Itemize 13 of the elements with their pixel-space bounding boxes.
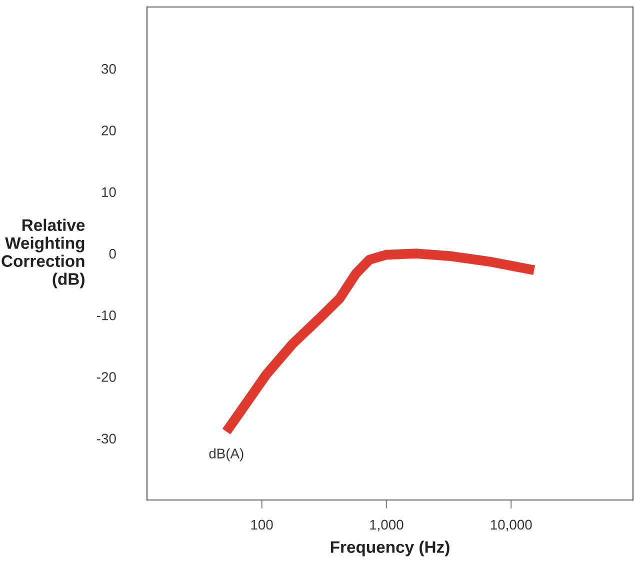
x-tick-label: 1,000: [370, 520, 404, 532]
y-tick-label: -20: [96, 372, 116, 382]
y-tick-label: -30: [96, 434, 116, 444]
y-axis-title: Relative Weighting Correction (dB): [2, 218, 85, 288]
y-tick-label: 10: [102, 187, 116, 198]
x-axis-title: Frequency (Hz): [330, 540, 450, 556]
y-tick-label: 30: [102, 64, 116, 74]
x-tick-label: 10,000: [490, 520, 532, 532]
y-tick-label: -10: [96, 310, 116, 320]
y-tick-label: 0: [109, 248, 116, 259]
annotation: dB(A): [209, 448, 244, 462]
y-tick-label: 20: [102, 126, 116, 136]
x-tick-label: 100: [251, 520, 273, 530]
